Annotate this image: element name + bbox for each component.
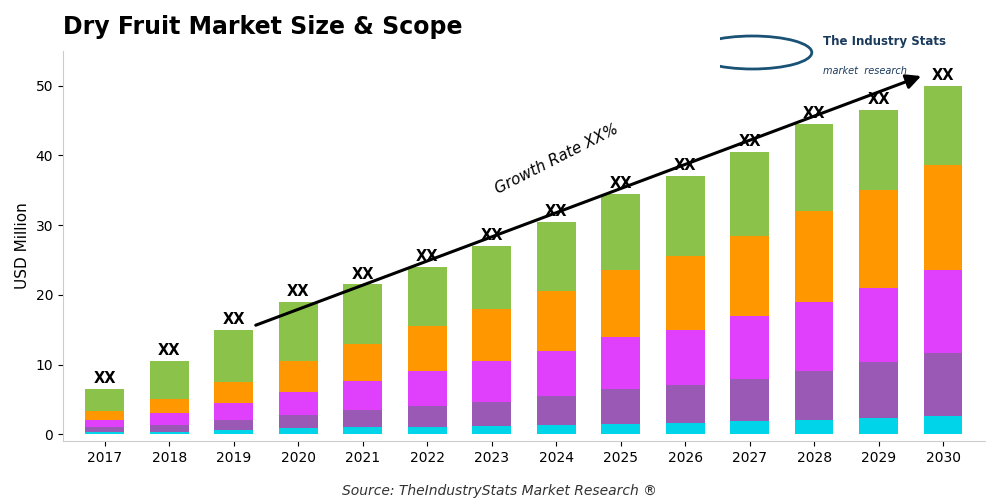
Bar: [730, 152, 769, 236]
Bar: [472, 308, 511, 361]
Text: market  research: market research: [823, 66, 906, 76]
Bar: [85, 420, 124, 428]
Bar: [795, 371, 833, 420]
Bar: [924, 270, 962, 353]
Text: XX: XX: [545, 204, 567, 219]
Text: Growth Rate XX%: Growth Rate XX%: [492, 122, 620, 197]
Bar: [924, 86, 962, 165]
Bar: [214, 382, 253, 403]
Bar: [472, 246, 511, 308]
Text: XX: XX: [351, 266, 374, 281]
Text: XX: XX: [158, 344, 181, 358]
Bar: [601, 336, 640, 389]
Bar: [601, 424, 640, 434]
Bar: [279, 361, 318, 392]
Bar: [537, 396, 576, 425]
Bar: [537, 350, 576, 396]
Bar: [408, 406, 447, 426]
Bar: [214, 403, 253, 420]
Text: XX: XX: [738, 134, 761, 149]
Bar: [150, 361, 189, 400]
Bar: [666, 385, 705, 423]
Text: XX: XX: [480, 228, 503, 243]
Bar: [85, 428, 124, 432]
Text: Dry Fruit Market Size & Scope: Dry Fruit Market Size & Scope: [63, 15, 462, 39]
Bar: [85, 389, 124, 411]
Bar: [859, 110, 898, 190]
Bar: [795, 420, 833, 434]
Bar: [85, 412, 124, 420]
Bar: [730, 421, 769, 434]
Bar: [343, 410, 382, 428]
Text: XX: XX: [94, 371, 116, 386]
Y-axis label: USD Million: USD Million: [15, 202, 30, 290]
Bar: [924, 416, 962, 434]
Bar: [150, 414, 189, 424]
Text: XX: XX: [416, 249, 438, 264]
Bar: [343, 428, 382, 434]
Bar: [472, 361, 511, 402]
Text: XX: XX: [674, 158, 696, 174]
Bar: [730, 316, 769, 378]
Bar: [214, 430, 253, 434]
Bar: [279, 428, 318, 434]
Bar: [924, 354, 962, 416]
Bar: [472, 402, 511, 426]
Bar: [408, 371, 447, 406]
Bar: [150, 432, 189, 434]
Bar: [408, 267, 447, 326]
Bar: [472, 426, 511, 434]
Bar: [795, 211, 833, 302]
Text: Source: TheIndustryStats Market Research ®: Source: TheIndustryStats Market Research…: [342, 484, 658, 498]
Text: XX: XX: [609, 176, 632, 191]
Text: XX: XX: [223, 312, 245, 327]
Bar: [601, 270, 640, 336]
Bar: [214, 330, 253, 382]
Bar: [279, 415, 318, 428]
Bar: [730, 236, 769, 316]
Bar: [537, 292, 576, 350]
Bar: [408, 326, 447, 371]
Text: XX: XX: [287, 284, 310, 299]
Bar: [150, 424, 189, 432]
Bar: [537, 222, 576, 292]
Bar: [150, 400, 189, 413]
Bar: [859, 418, 898, 434]
Bar: [666, 330, 705, 385]
Text: XX: XX: [867, 92, 890, 107]
Text: XX: XX: [803, 106, 825, 121]
Bar: [795, 124, 833, 211]
Bar: [666, 176, 705, 256]
Bar: [343, 284, 382, 344]
Bar: [343, 344, 382, 380]
Bar: [601, 194, 640, 270]
Bar: [924, 165, 962, 270]
Bar: [279, 392, 318, 415]
Bar: [85, 432, 124, 434]
Bar: [408, 426, 447, 434]
Bar: [859, 190, 898, 288]
Bar: [730, 378, 769, 421]
Bar: [859, 362, 898, 418]
Bar: [666, 423, 705, 434]
Bar: [795, 302, 833, 371]
Bar: [214, 420, 253, 430]
Bar: [537, 425, 576, 434]
Text: The Industry Stats: The Industry Stats: [823, 35, 946, 48]
Bar: [859, 288, 898, 362]
Bar: [666, 256, 705, 330]
Text: XX: XX: [932, 68, 954, 83]
Bar: [343, 380, 382, 410]
Bar: [279, 302, 318, 361]
Bar: [601, 389, 640, 424]
